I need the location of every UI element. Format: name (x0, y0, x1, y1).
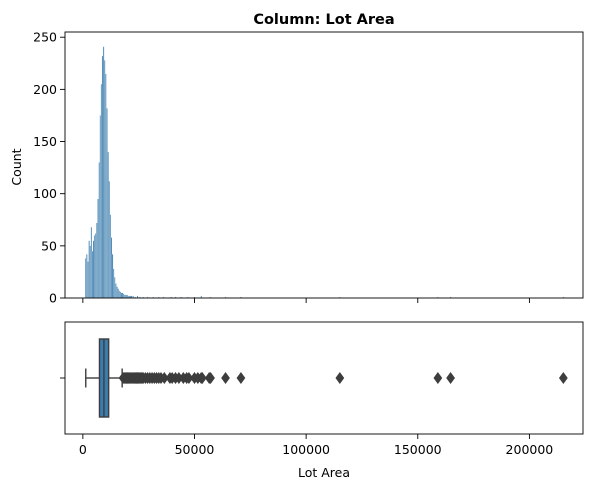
histogram-bar (100, 84, 103, 299)
outlier-point (335, 371, 345, 385)
histogram-bar (87, 261, 89, 299)
histogram-bar (89, 245, 91, 299)
histogram-bar (101, 55, 104, 299)
histogram-bar (118, 290, 120, 299)
histogram-bar (104, 60, 106, 299)
x-axis-title: Lot Area (298, 465, 350, 480)
histogram-bar (115, 283, 117, 299)
outlier-point (446, 371, 455, 385)
histogram-bar (124, 294, 126, 299)
histogram-bar (105, 73, 107, 299)
chart-title: Column: Lot Area (253, 12, 394, 28)
x-tick-label: 50000 (175, 442, 215, 457)
histogram-bar (111, 254, 114, 299)
histogram-bar (110, 237, 113, 299)
histogram-bar (88, 240, 90, 299)
histogram-bar (91, 250, 94, 299)
histogram-bar (102, 46, 105, 299)
histogram-bar (109, 214, 112, 299)
histogram-bar (86, 254, 88, 299)
boxplot-x-ticks: 0 50000 100000 150000 200000 (79, 434, 553, 457)
histogram-bar (94, 235, 96, 299)
y-tick-label: 150 (33, 134, 57, 149)
y-tick-label: 250 (33, 30, 57, 45)
outlier-point (558, 371, 568, 385)
histogram-bars (85, 46, 565, 299)
histogram-bar (114, 277, 116, 299)
histogram-bar (95, 233, 97, 299)
x-tick-label: 0 (79, 442, 87, 457)
histogram-bar (112, 268, 115, 299)
histogram-bar (120, 292, 123, 299)
histogram-x-ticks (82, 298, 530, 303)
x-tick-label: 150000 (394, 442, 442, 457)
histogram-bar (119, 291, 122, 299)
histogram-bar (123, 293, 125, 299)
outlier-point (236, 371, 246, 385)
boxplot-panel: 0 50000 100000 150000 200000 Lot Area (60, 321, 584, 480)
y-tick-label: 50 (41, 238, 57, 253)
histogram-bar (121, 292, 124, 299)
boxplot-outliers (118, 371, 568, 385)
y-tick-label: 200 (33, 82, 57, 97)
histogram-panel: Column: Lot Area Count 0 50 100 150 200 250 (9, 12, 584, 306)
histogram-bar (85, 258, 87, 299)
histogram-bar (126, 294, 128, 299)
histogram-y-ticks: 0 50 100 150 200 250 (33, 30, 65, 306)
boxplot-frame (64, 321, 584, 435)
histogram-bar (90, 226, 93, 299)
histogram-bar (97, 198, 99, 299)
outlier-point (433, 371, 443, 385)
histogram-bar (116, 286, 118, 299)
histogram-bar (117, 288, 119, 299)
histogram-bar (108, 181, 110, 299)
histogram-bar (99, 115, 101, 299)
outlier-point (206, 371, 215, 385)
boxplot-body (85, 338, 123, 418)
x-tick-label: 200000 (506, 442, 554, 457)
x-tick-label: 100000 (282, 442, 330, 457)
histogram-bar (96, 222, 98, 299)
y-axis-title: Count (9, 148, 24, 185)
outlier-point (221, 371, 230, 385)
histogram-bar (125, 294, 127, 299)
histogram-bar (107, 151, 109, 299)
outlier-point (197, 371, 207, 385)
y-tick-label: 100 (33, 186, 57, 201)
histogram-frame (64, 31, 584, 299)
histogram-bar (106, 108, 108, 299)
histogram-bar (92, 240, 95, 299)
y-tick-label: 0 (49, 291, 57, 306)
histogram-bar (98, 162, 100, 299)
